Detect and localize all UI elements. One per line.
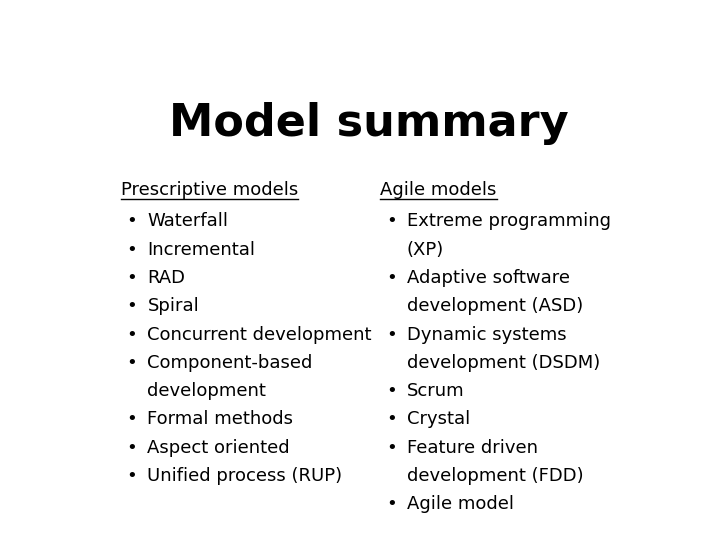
- Text: •: •: [127, 212, 138, 231]
- Text: Formal methods: Formal methods: [148, 410, 294, 428]
- Text: Prescriptive models: Prescriptive models: [121, 181, 298, 199]
- Text: Feature driven: Feature driven: [407, 438, 538, 457]
- Text: Component-based: Component-based: [148, 354, 313, 372]
- Text: •: •: [386, 212, 397, 231]
- Text: development: development: [148, 382, 266, 400]
- Text: (XP): (XP): [407, 241, 444, 259]
- Text: development (FDD): development (FDD): [407, 467, 584, 485]
- Text: •: •: [386, 495, 397, 513]
- Text: development (DSDM): development (DSDM): [407, 354, 600, 372]
- Text: •: •: [127, 438, 138, 457]
- Text: Incremental: Incremental: [148, 241, 256, 259]
- Text: Agile models: Agile models: [380, 181, 497, 199]
- Text: •: •: [127, 467, 138, 485]
- Text: Waterfall: Waterfall: [148, 212, 228, 231]
- Text: Scrum: Scrum: [407, 382, 464, 400]
- Text: •: •: [386, 382, 397, 400]
- Text: •: •: [127, 326, 138, 343]
- Text: •: •: [127, 241, 138, 259]
- Text: •: •: [127, 297, 138, 315]
- Text: RAD: RAD: [148, 269, 186, 287]
- Text: Dynamic systems: Dynamic systems: [407, 326, 567, 343]
- Text: Adaptive software: Adaptive software: [407, 269, 570, 287]
- Text: •: •: [386, 410, 397, 428]
- Text: •: •: [386, 269, 397, 287]
- Text: •: •: [386, 326, 397, 343]
- Text: •: •: [127, 354, 138, 372]
- Text: Agile model: Agile model: [407, 495, 514, 513]
- Text: Model summary: Model summary: [169, 102, 569, 145]
- Text: Unified process (RUP): Unified process (RUP): [148, 467, 343, 485]
- Text: Crystal: Crystal: [407, 410, 470, 428]
- Text: Aspect oriented: Aspect oriented: [148, 438, 290, 457]
- Text: •: •: [127, 269, 138, 287]
- Text: Extreme programming: Extreme programming: [407, 212, 611, 231]
- Text: Spiral: Spiral: [148, 297, 199, 315]
- Text: Concurrent development: Concurrent development: [148, 326, 372, 343]
- Text: •: •: [386, 438, 397, 457]
- Text: development (ASD): development (ASD): [407, 297, 583, 315]
- Text: •: •: [127, 410, 138, 428]
